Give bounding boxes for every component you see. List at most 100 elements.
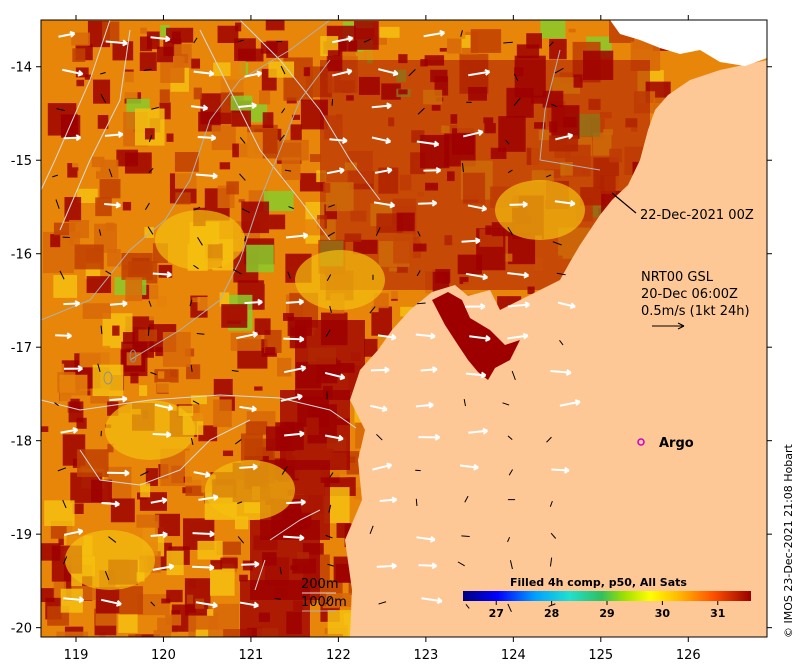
sst-pixel <box>282 312 294 321</box>
current-arrow <box>52 174 58 178</box>
sst-pixel <box>393 233 414 264</box>
sst-pixel <box>186 594 194 604</box>
current-arrow-head <box>431 199 438 207</box>
sst-pixel <box>109 347 125 369</box>
seamount-contour <box>103 371 113 385</box>
sst-pixel <box>160 24 170 37</box>
sst-pixel <box>65 530 155 590</box>
current-arrow <box>378 68 398 75</box>
current-arrow-head <box>567 132 574 140</box>
current-arrow <box>369 306 376 314</box>
y-tick-label: -17 <box>11 341 32 356</box>
sst-pixel <box>166 27 194 43</box>
sst-pixel <box>217 25 239 44</box>
current-arrow <box>193 471 211 477</box>
sst-pixel <box>245 421 268 435</box>
sst-pixel <box>554 148 571 159</box>
current-arrow <box>283 366 306 374</box>
isobath-200-line <box>41 20 381 591</box>
x-tick-label: 124 <box>501 648 526 663</box>
sst-pixel <box>592 132 612 156</box>
sst-pixel <box>184 450 211 486</box>
sst-pixel <box>363 50 382 60</box>
sst-pixel <box>79 345 111 368</box>
current-arrow-head <box>252 331 259 338</box>
current-arrow <box>109 302 128 306</box>
sst-pixel <box>459 276 469 285</box>
sst-pixel <box>234 38 256 62</box>
current-arrow-head <box>564 466 570 474</box>
current-arrow-head <box>384 366 390 374</box>
sst-pixel <box>58 538 68 546</box>
current-arrow-head <box>296 393 303 401</box>
sst-pixel <box>399 174 412 191</box>
sst-pixel <box>122 201 132 211</box>
sst-pixel <box>423 89 443 105</box>
current-arrow <box>369 525 374 534</box>
sst-pixel <box>64 196 82 222</box>
sst-pixel <box>381 83 401 100</box>
annotation-date: 22-Dec-2021 00Z <box>640 208 754 223</box>
current-arrow <box>552 241 562 246</box>
sst-pixel <box>213 378 233 397</box>
current-arrow-head <box>429 535 436 543</box>
current-arrow <box>198 495 219 501</box>
current-arrow <box>98 229 102 236</box>
sst-pixel <box>93 79 111 104</box>
isobath-1000-label: 1000m <box>301 595 347 610</box>
current-arrow <box>193 206 201 211</box>
current-arrow <box>408 68 416 77</box>
current-arrow <box>57 467 67 472</box>
current-arrow-head <box>338 167 345 175</box>
sst-pixel <box>580 187 605 206</box>
sst-pixel <box>276 357 292 377</box>
current-arrow <box>108 536 117 543</box>
sst-pixel <box>119 586 144 615</box>
sst-pixel <box>462 172 486 205</box>
current-arrow <box>239 137 246 144</box>
plot-frame <box>40 19 768 638</box>
x-tick-label: 126 <box>676 648 701 663</box>
sst-pixel <box>441 125 450 133</box>
sst-pixel <box>583 50 614 81</box>
current-arrow <box>329 305 332 313</box>
sst-pixel <box>159 89 170 103</box>
sst-pixel <box>44 500 75 527</box>
current-arrow-head <box>114 500 120 508</box>
current-arrow <box>417 107 425 115</box>
sst-pixel <box>69 219 90 239</box>
sst-pixel <box>419 215 443 242</box>
current-arrow <box>457 561 465 567</box>
current-arrow <box>60 428 78 434</box>
current-arrow <box>150 36 170 41</box>
current-arrow <box>55 334 72 337</box>
sst-pixel <box>251 402 259 407</box>
current-arrow <box>503 41 513 44</box>
sst-pixel <box>398 89 408 95</box>
sst-pixel <box>498 116 526 152</box>
sst-pixel <box>412 243 427 252</box>
colorbar-tick-label: 29 <box>599 607 614 620</box>
sst-pixel <box>461 34 471 48</box>
current-arrow <box>549 500 553 507</box>
current-arrow-head <box>435 166 442 174</box>
current-arrow <box>101 502 120 506</box>
sst-pixel <box>458 30 466 39</box>
current-arrow <box>100 93 107 103</box>
current-arrow <box>280 65 286 75</box>
current-arrow-head <box>299 430 305 438</box>
current-arrow <box>193 264 199 270</box>
current-arrow-head <box>392 69 399 77</box>
sst-pixel <box>388 117 395 127</box>
current-arrow-head <box>161 497 168 504</box>
sst-pixel <box>447 171 455 182</box>
current-arrow <box>104 571 110 581</box>
sst-pixel <box>542 255 563 272</box>
sst-pixel <box>149 284 175 321</box>
sst-pixel <box>90 479 112 503</box>
current-arrow <box>508 469 514 476</box>
current-arrow <box>550 370 571 374</box>
current-vectors <box>52 29 581 613</box>
current-arrow-head <box>166 271 172 278</box>
